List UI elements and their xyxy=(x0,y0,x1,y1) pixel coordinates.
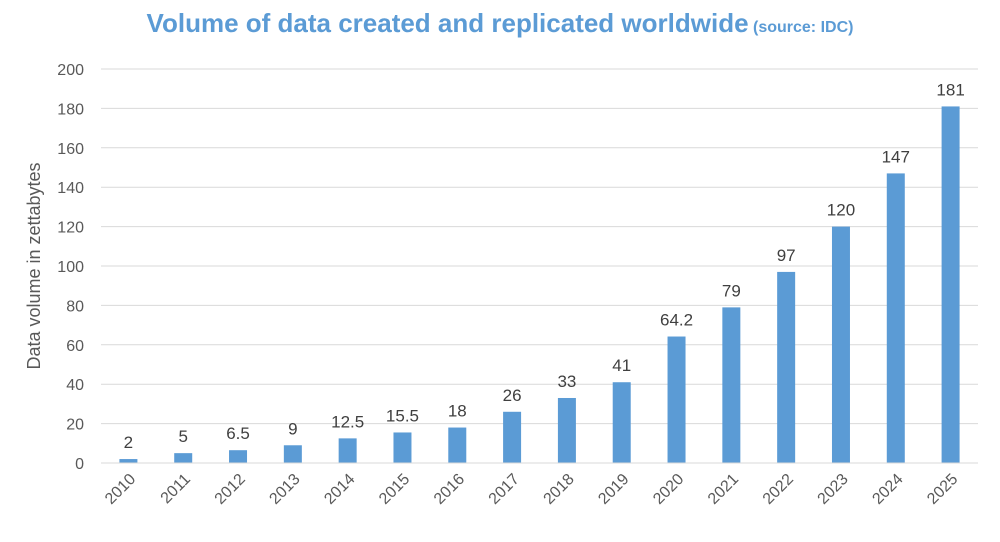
y-tick-label: 120 xyxy=(57,220,84,237)
bar-2022 xyxy=(777,271,796,463)
x-tick-label: 2023 xyxy=(815,471,852,508)
y-tick-label: 0 xyxy=(75,456,84,473)
y-tick-label: 60 xyxy=(66,338,84,355)
chart-subtitle: (source: IDC) xyxy=(753,19,854,36)
bar-2018 xyxy=(557,397,576,463)
data-label-2018: 33 xyxy=(557,372,576,391)
data-label-2015: 15.5 xyxy=(386,406,419,425)
bar-2013 xyxy=(283,445,302,463)
data-label-2012: 6.5 xyxy=(226,424,250,443)
x-tick-label: 2016 xyxy=(431,471,468,508)
x-tick-label: 2025 xyxy=(924,471,961,508)
bar-2020 xyxy=(667,336,686,463)
bars xyxy=(119,106,960,464)
data-label-2024: 147 xyxy=(882,147,910,166)
data-label-2021: 79 xyxy=(722,281,741,300)
data-label-2016: 18 xyxy=(448,402,467,421)
data-label-2010: 2 xyxy=(124,433,133,452)
data-label-2013: 9 xyxy=(288,419,297,438)
x-tick-label: 2018 xyxy=(541,471,578,508)
data-label-2014: 12.5 xyxy=(331,412,364,431)
y-tick-label: 80 xyxy=(66,298,84,315)
y-tick-label: 100 xyxy=(57,259,84,276)
data-label-2022: 97 xyxy=(777,246,796,265)
bar-2012 xyxy=(229,450,248,463)
bar-2024 xyxy=(886,173,905,463)
data-label-2017: 26 xyxy=(503,386,522,405)
bar-2025 xyxy=(941,106,960,464)
bar-2010 xyxy=(119,459,138,463)
bar-2011 xyxy=(174,453,193,463)
gridlines xyxy=(101,68,978,425)
bar-2021 xyxy=(722,307,741,463)
x-tick-label: 2010 xyxy=(102,471,139,508)
data-label-2011: 5 xyxy=(178,427,187,446)
x-tick-label: 2017 xyxy=(486,471,523,508)
x-axis-ticks: 2010 2011 2012 2013 2014 2015 2016 2017 2018 2019… xyxy=(102,471,961,508)
chart-title: Volume of data created and replicated wo… xyxy=(146,8,749,38)
x-tick-label: 2020 xyxy=(650,471,687,508)
y-axis-label: Data volume in zettabytes xyxy=(24,162,44,369)
x-tick-label: 2024 xyxy=(869,471,906,508)
bar-2023 xyxy=(831,226,850,463)
bar-2015 xyxy=(393,432,412,463)
y-tick-label: 20 xyxy=(66,417,84,434)
y-tick-label: 140 xyxy=(57,180,84,197)
data-labels: 2 5 6.5 9 12.5 15.5 18 26 33 41 64.2 79 97 120 147 181 xyxy=(124,80,965,452)
data-label-2023: 120 xyxy=(827,201,855,220)
y-tick-label: 160 xyxy=(57,141,84,158)
x-tick-label: 2011 xyxy=(158,471,194,507)
y-axis-ticks: 0 20 40 60 80 100 120 140 160 180 200 xyxy=(57,62,84,473)
data-label-2025: 181 xyxy=(936,80,964,99)
data-label-2019: 41 xyxy=(612,356,631,375)
y-tick-label: 180 xyxy=(57,101,84,118)
bar-2019 xyxy=(612,382,631,463)
x-tick-label: 2014 xyxy=(321,471,358,508)
bar-2014 xyxy=(338,438,357,463)
x-tick-label: 2013 xyxy=(266,471,303,508)
x-tick-label: 2021 xyxy=(705,471,742,508)
bar-2016 xyxy=(448,427,467,463)
x-tick-label: 2015 xyxy=(376,471,413,508)
x-tick-label: 2019 xyxy=(595,471,632,508)
data-label-2020: 64.2 xyxy=(660,311,693,330)
chart-title-block: Volume of data created and replicated wo… xyxy=(0,8,1000,39)
x-tick-label: 2012 xyxy=(212,471,249,508)
y-tick-label: 40 xyxy=(66,377,84,394)
bar-2017 xyxy=(503,411,522,463)
x-tick-label: 2022 xyxy=(760,471,797,508)
y-tick-label: 200 xyxy=(57,62,84,79)
